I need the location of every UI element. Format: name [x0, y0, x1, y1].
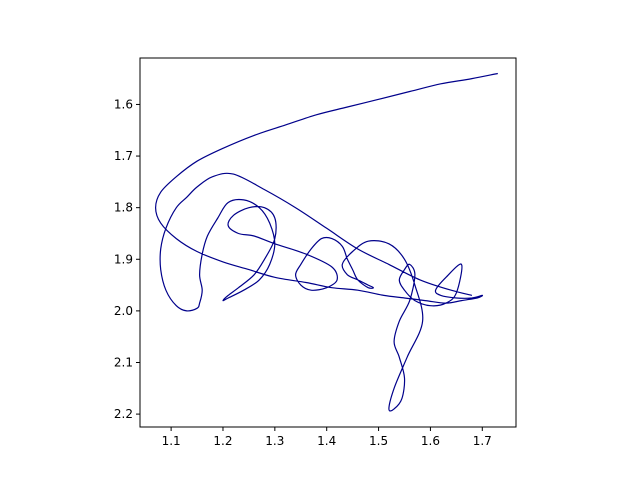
x-tick-label: 1.6 — [421, 434, 440, 448]
x-tick-label: 1.4 — [317, 434, 336, 448]
y-tick-label: 2.2 — [114, 407, 133, 421]
y-tick-label: 1.9 — [114, 252, 133, 266]
x-tick-label: 1.2 — [213, 434, 232, 448]
y-tick-label: 2.1 — [114, 355, 133, 369]
x-tick-label: 1.5 — [369, 434, 388, 448]
y-tick-label: 1.6 — [114, 97, 133, 111]
x-axis: 1.1 1.2 1.3 1.4 1.5 1.6 1.7 — [162, 427, 492, 448]
x-tick-label: 1.3 — [265, 434, 284, 448]
x-tick-label: 1.7 — [473, 434, 492, 448]
y-tick-label: 1.7 — [114, 149, 133, 163]
x-tick-label: 1.1 — [162, 434, 181, 448]
y-tick-label: 1.8 — [114, 201, 133, 215]
y-axis: 1.6 1.7 1.8 1.9 2.0 2.1 2.2 — [114, 97, 140, 421]
plot-frame — [139, 57, 517, 428]
series-line-0 — [155, 72, 498, 412]
y-tick-label: 2.0 — [114, 304, 133, 318]
plot-area — [155, 72, 498, 412]
